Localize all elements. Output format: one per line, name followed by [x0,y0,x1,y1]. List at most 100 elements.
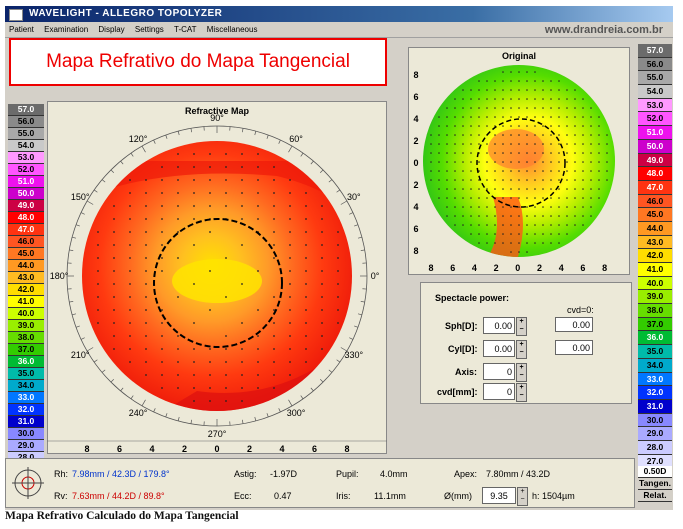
sph-cvd-field [555,317,593,332]
menu-tcat[interactable]: T-CAT [174,25,197,34]
scale-mode-button[interactable]: Tangen. [638,478,672,490]
menu-patient[interactable]: Patient [9,25,34,34]
refractive-map-title: Refractive Map [184,106,250,116]
scale-value: 36.0 [638,331,672,346]
apex-label: Apex: [454,469,478,479]
angle-label: 240° [129,408,148,418]
cvd-mm-label: cvd[mm]: [437,387,478,397]
scale-value: 50.0 [8,188,44,200]
rh-label: Rh: [54,469,69,479]
scale-value: 39.0 [8,320,44,332]
original-points [430,71,608,253]
angle-label: 120° [129,134,148,144]
window-titlebar: WAVELIGHT - ALLEGRO TOPOLYZER [5,6,673,22]
scale-value: 49.0 [638,153,672,168]
scale-value: 43.0 [638,235,672,250]
info-bar: Rh: 7.98mm / 42.3D / 179.8° Rv: 7.63mm /… [5,458,635,508]
height-value: h: 1504µm [532,491,575,501]
cyl-stepper[interactable]: + − [516,340,527,359]
scale-value: 48.0 [8,212,44,224]
menu-bar: Patient Examination Display Settings T-C… [5,22,673,38]
y-tick-label: 6 [413,92,418,102]
original-map[interactable]: 8 6 4 2 0 2 4 6 8 8 6 4 2 0 2 4 6 8 [408,47,630,275]
y-tick-label: 2 [413,136,418,146]
scale-value: 54.0 [638,85,672,99]
scale-value: 35.0 [638,345,672,359]
sph-label: Sph[D]: [445,321,478,331]
axis-stepper[interactable]: + − [516,363,527,382]
pupil-outline [153,218,283,348]
angle-label: 300° [287,408,306,418]
scale-value: 29.0 [8,440,44,452]
angle-label: 150° [71,192,90,202]
scale-value: 55.0 [638,71,672,86]
scale-value: 49.0 [8,200,44,212]
scale-value: 38.0 [8,332,44,344]
x-tick-label: 8 [84,444,89,454]
scale-value: 37.0 [638,317,672,332]
cyl-input[interactable] [483,340,515,357]
scale-value: 35.0 [8,368,44,380]
scale-value: 33.0 [8,392,44,404]
cyl-label: Cyl[D]: [448,344,478,354]
astig-value: -1.97D [270,469,298,479]
axis-input[interactable] [483,363,515,380]
x-tick-label: 4 [472,263,477,273]
scale-value: 45.0 [638,208,672,222]
scale-type-button[interactable]: Relat. [638,490,672,502]
measurement-points [97,153,339,402]
scale-value: 30.0 [8,428,44,440]
angle-label: 210° [71,350,90,360]
pupil-value: 4.0mm [380,469,408,479]
scale-value: 57.0 [638,44,672,58]
scale-value: 34.0 [8,380,44,392]
menu-examination[interactable]: Examination [44,25,89,34]
refractive-map[interactable]: 90° 60° 30° 0° 330° 300° 270° 240° 210° 180° 150° 1… [47,101,387,454]
pupil-label: Pupil: [336,469,359,479]
original-map-title: Original [501,51,536,61]
rv-label: Rv: [54,491,68,501]
scale-value: 32.0 [638,386,672,400]
scale-value: 55.0 [8,128,44,140]
scale-value: 39.0 [638,290,672,305]
x-tick-label: 6 [117,444,122,454]
diameter-stepper[interactable]: + − [517,487,528,506]
menu-miscellaneous[interactable]: Miscellaneous [206,25,258,34]
scale-value: 28.0 [638,440,672,455]
angle-label: 60° [289,134,303,144]
sph-stepper[interactable]: + − [516,317,527,336]
angle-ticks [67,126,367,426]
angle-label: 90° [210,113,224,123]
scale-value: 41.0 [638,263,672,277]
scale-value: 56.0 [8,116,44,128]
cvd-mm-stepper[interactable]: + − [516,383,527,402]
rh-value: 7.98mm / 42.3D / 179.8° [72,469,170,479]
scale-value: 44.0 [8,260,44,272]
scale-value: 46.0 [638,194,672,209]
scale-value: 52.0 [8,164,44,176]
right-color-scale: 57.0 56.0 55.0 54.0 53.0 52.0 51.0 50.0 49.0 48.0… [638,44,672,469]
iris-label: Iris: [336,491,351,501]
cvd-mm-input[interactable] [483,383,515,400]
sph-input[interactable] [483,317,515,334]
scale-value: 40.0 [638,276,672,291]
x-tick-label: 8 [602,263,607,273]
axis-label: Axis: [455,367,478,377]
y-tick-label: 2 [413,180,418,190]
x-tick-label: 8 [428,263,433,273]
menu-settings[interactable]: Settings [134,25,164,34]
scale-value: 54.0 [8,140,44,152]
astig-label: Astig: [234,469,257,479]
diameter-input[interactable] [482,487,516,504]
scale-value: 31.0 [8,416,44,428]
overlay-title: Mapa Refrativo do Mapa Tangencial [46,51,350,72]
y-tick-label: 4 [413,114,418,124]
menu-display[interactable]: Display [98,25,125,34]
scale-value: 50.0 [638,139,672,154]
scale-value: 47.0 [638,180,672,195]
scale-step[interactable]: 0.50D [638,466,672,478]
x-tick-label: 2 [494,263,499,273]
app-icon [9,9,23,21]
x-tick-label: 0 [515,263,520,273]
x-tick-label: 4 [559,263,564,273]
